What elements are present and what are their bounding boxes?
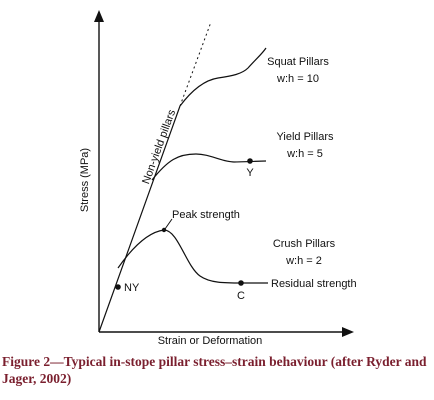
peak-strength-label: Peak strength — [172, 209, 240, 221]
peak-strength-leader — [164, 218, 173, 230]
y-axis-label: Stress (MPa) — [79, 148, 91, 212]
squat-pillar-curve — [179, 47, 267, 107]
y-axis-arrowhead — [94, 10, 104, 22]
yield-point-y — [247, 158, 253, 164]
squat-label-line2: w:h = 10 — [276, 73, 319, 85]
yield-label-line2: w:h = 5 — [286, 148, 323, 160]
residual-strength-label: Residual strength — [271, 278, 357, 290]
x-axis-label: Strain or Deformation — [158, 335, 263, 347]
x-axis-arrowhead — [342, 327, 354, 337]
crush-label-line1: Crush Pillars — [273, 238, 336, 250]
ny-point — [115, 284, 121, 290]
elastic-line-label: Non-yield pillars — [140, 108, 178, 186]
crush-label-line2: w:h = 2 — [285, 255, 322, 267]
yield-label-line1: Yield Pillars — [276, 131, 334, 143]
crush-point-label: C — [237, 290, 245, 302]
squat-label-line1: Squat Pillars — [267, 56, 329, 68]
elastic-line — [98, 105, 181, 333]
ny-label: NY — [124, 282, 140, 294]
yield-point-label: Y — [246, 167, 254, 179]
crush-point-c — [238, 280, 244, 286]
figure-caption: Figure 2—Typical in-stope pillar stress–… — [2, 354, 427, 386]
crush-pillar-curve — [117, 229, 268, 284]
elastic-line-extension — [179, 21, 212, 107]
